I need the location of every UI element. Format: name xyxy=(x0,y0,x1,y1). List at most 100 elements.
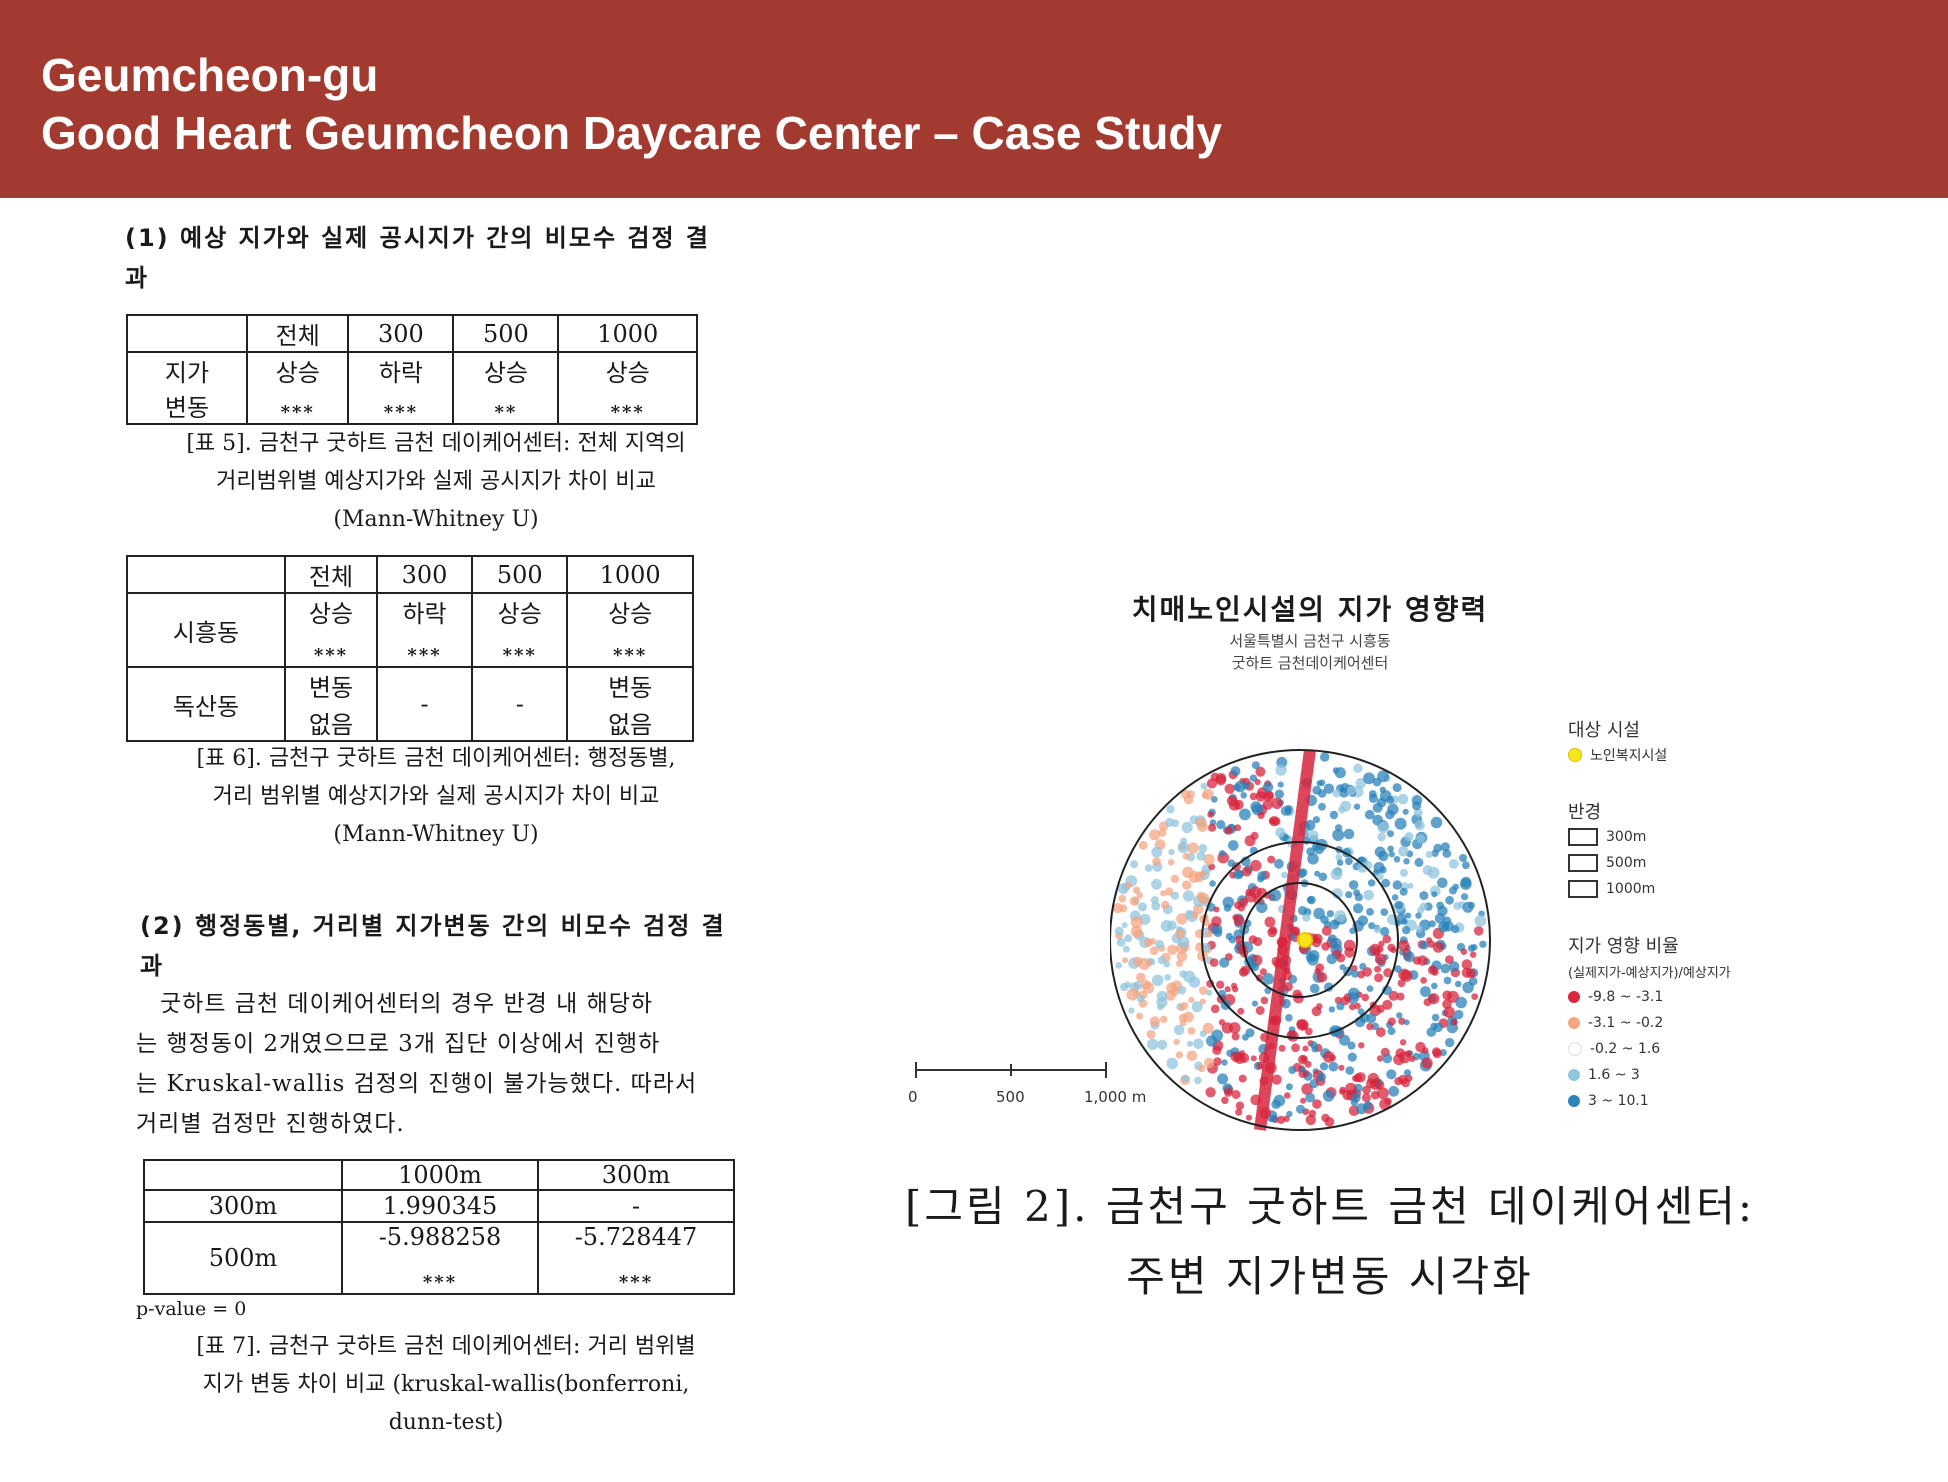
section1-title-line2: 과 xyxy=(125,264,150,292)
map-point xyxy=(1263,790,1274,802)
radius-box-icon xyxy=(1568,828,1598,846)
map-point xyxy=(1182,880,1192,890)
map-point xyxy=(1158,828,1167,837)
map-point xyxy=(1160,890,1167,897)
cell-significance: *** xyxy=(610,402,645,423)
legend-label: -9.8 ~ -3.1 xyxy=(1588,989,1664,1005)
map-point xyxy=(1376,1055,1384,1062)
map-point xyxy=(1276,1115,1286,1124)
map-point xyxy=(1387,830,1394,838)
map-point xyxy=(1430,816,1443,829)
map-point xyxy=(1397,979,1406,988)
row-label-bottom: 변동 xyxy=(164,394,210,422)
map-point xyxy=(1182,890,1195,902)
map-point xyxy=(1376,873,1384,881)
map-point xyxy=(1402,808,1409,815)
map-point xyxy=(1170,986,1180,996)
map-point xyxy=(1209,958,1219,967)
map-point xyxy=(1445,1037,1455,1048)
map-point xyxy=(1380,926,1390,937)
figure-subtitle-line: 서울특별시 금천구 시흥동 xyxy=(1229,632,1391,650)
map-point xyxy=(1322,1090,1335,1102)
map-point xyxy=(1431,982,1438,990)
map-point xyxy=(1334,910,1346,923)
map-point xyxy=(1164,974,1171,981)
map-point xyxy=(1405,1074,1413,1082)
map-point xyxy=(1284,1092,1291,1099)
legend-label: 3 ~ 10.1 xyxy=(1588,1093,1649,1109)
map-point xyxy=(1425,850,1433,859)
map-point xyxy=(1212,1045,1222,1055)
caption-line: (Mann-Whitney U) xyxy=(333,507,539,532)
map-point xyxy=(1216,820,1226,830)
map-point xyxy=(1168,848,1175,856)
scale-label-500: 500 xyxy=(996,1088,1025,1106)
map-point xyxy=(1398,968,1410,981)
map-point xyxy=(1114,926,1124,936)
caption-line: dunn-test) xyxy=(388,1410,504,1435)
map-point xyxy=(1361,1093,1371,1103)
figure-caption-line: 주변 지가변동 시각화 xyxy=(1126,1252,1534,1301)
map-point xyxy=(1432,941,1444,953)
map-point xyxy=(1386,1069,1397,1080)
map-point xyxy=(1388,1085,1400,1097)
legend-ratio-title: 지가 영향 비율 xyxy=(1568,936,1679,957)
map-point xyxy=(1286,1110,1293,1118)
map-point xyxy=(1296,1104,1305,1114)
map-point xyxy=(1144,864,1153,872)
map-point xyxy=(1347,1052,1357,1062)
map-point xyxy=(1404,1050,1412,1057)
map-point xyxy=(1275,827,1286,838)
map-point xyxy=(1448,961,1460,972)
map-point xyxy=(1167,944,1178,955)
map-point xyxy=(1348,1003,1356,1011)
table6-cell: 상승 *** xyxy=(284,592,378,668)
map-point xyxy=(1382,1053,1393,1064)
map-point xyxy=(1259,968,1267,976)
map-point xyxy=(1354,893,1363,902)
section2-title-line1: (2) 행정동별, 거리별 지가변동 간의 비모수 검정 결 xyxy=(140,912,726,940)
map-point xyxy=(1166,1057,1178,1070)
map-point xyxy=(1343,828,1355,840)
map-point xyxy=(1210,772,1220,782)
map-point xyxy=(1182,852,1190,860)
map-point xyxy=(1223,1088,1233,1097)
map-point xyxy=(1442,849,1452,858)
map-point xyxy=(1165,817,1175,827)
map-point xyxy=(1181,1075,1190,1083)
map-point xyxy=(1269,816,1280,827)
map-point xyxy=(1151,974,1164,987)
map-point xyxy=(1173,1024,1185,1036)
map-point xyxy=(1302,1045,1309,1052)
table5-header: 500 xyxy=(452,314,560,353)
map-points xyxy=(1112,749,1487,1131)
map-point xyxy=(1383,968,1393,978)
map-point xyxy=(1332,888,1343,899)
legend-facility-title: 대상 시설 xyxy=(1568,720,1640,741)
map-point xyxy=(1415,925,1423,933)
legend-class-item: -3.1 ~ -0.2 xyxy=(1568,1010,1788,1036)
map-point xyxy=(1368,790,1377,798)
map-point xyxy=(1346,785,1357,796)
table6: 전체 300 500 1000 시흥동 상승 *** 하락 *** 상승 *** 상승… xyxy=(126,555,694,742)
table5-header: 300 xyxy=(347,314,455,353)
map-point xyxy=(1385,809,1395,820)
map-point xyxy=(1453,902,1462,910)
map-point xyxy=(1403,951,1415,963)
map-point xyxy=(1137,902,1147,912)
map-point xyxy=(1402,926,1411,935)
map-point xyxy=(1251,761,1260,770)
map-point xyxy=(1451,925,1460,934)
map-point xyxy=(1151,901,1161,911)
map-point xyxy=(1396,992,1405,1001)
case-study-title: Good Heart Geumcheon Daycare Center – Ca… xyxy=(41,107,1223,159)
map-point xyxy=(1368,922,1376,930)
map-point xyxy=(1267,855,1276,864)
map-point xyxy=(1320,915,1329,924)
map-point xyxy=(1262,799,1273,810)
map-point xyxy=(1342,1090,1353,1101)
map-point xyxy=(1249,774,1258,782)
map-point xyxy=(1147,1038,1159,1050)
map-point xyxy=(1283,1115,1290,1123)
table7-cell: 1.990345 xyxy=(341,1189,539,1223)
